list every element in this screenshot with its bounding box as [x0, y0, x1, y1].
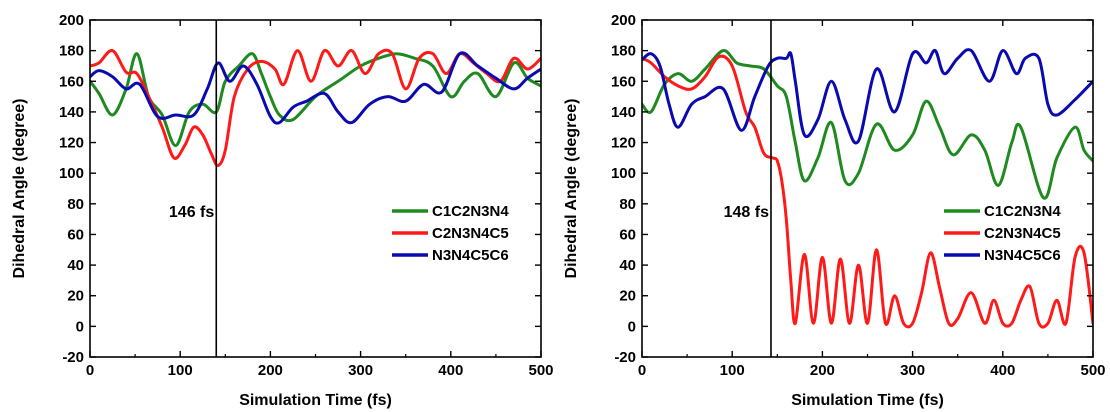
- series-line-c1c2n3n4: [90, 52, 541, 148]
- x-tick-label: 300: [900, 362, 925, 379]
- y-tick-label: 100: [59, 165, 84, 182]
- y-tick-label: -20: [614, 349, 636, 366]
- y-tick-label: 40: [67, 257, 84, 274]
- y-tick-label: 140: [59, 104, 84, 121]
- legend-label: N3N4C5C6: [984, 247, 1061, 264]
- series-line-c2n3n4c5: [642, 54, 1093, 329]
- y-tick-label: 120: [59, 135, 84, 152]
- series-line-n3n4c5c6: [642, 48, 1093, 145]
- y-tick-label: 200: [611, 12, 636, 29]
- y-tick-label: 140: [611, 104, 636, 121]
- y-tick-label: 60: [67, 226, 84, 243]
- legend-label: C2N3N4C5: [984, 225, 1061, 242]
- y-axis-title: Dihedral Angle (degree): [11, 99, 28, 279]
- y-tick-label: 80: [67, 196, 84, 213]
- annotation-label: 148 fs: [724, 204, 769, 221]
- legend-label: C1C2N3N4: [432, 203, 509, 220]
- y-tick-label: 40: [619, 257, 636, 274]
- annotation-label: 146 fs: [169, 204, 214, 221]
- x-axis-title: Simulation Time (fs): [239, 392, 392, 409]
- y-tick-label: -20: [62, 349, 84, 366]
- series-line-c1c2n3n4: [642, 49, 1093, 200]
- legend-label: C1C2N3N4: [984, 203, 1061, 220]
- y-tick-label: 160: [611, 73, 636, 90]
- x-tick-label: 500: [1080, 362, 1105, 379]
- y-tick-label: 60: [619, 226, 636, 243]
- x-tick-label: 100: [168, 362, 193, 379]
- x-tick-label: 0: [86, 362, 94, 379]
- y-tick-label: 20: [67, 288, 84, 305]
- legend-label: C2N3N4C5: [432, 225, 509, 242]
- x-tick-label: 200: [810, 362, 835, 379]
- x-tick-label: 300: [348, 362, 373, 379]
- y-axis-title: Dihedral Angle (degree): [563, 99, 580, 279]
- chart-1: 146 fs0 100 200 300 400 500-20020406080100120…: [11, 12, 554, 409]
- x-tick-label: 0: [638, 362, 646, 379]
- y-tick-label: 120: [611, 135, 636, 152]
- y-tick-label: 0: [76, 318, 84, 335]
- x-tick-label: 200: [258, 362, 283, 379]
- y-tick-label: 80: [619, 196, 636, 213]
- series-line-n3n4c5c6: [90, 51, 541, 125]
- y-tick-label: 100: [611, 165, 636, 182]
- x-axis-title: Simulation Time (fs): [791, 392, 944, 409]
- x-tick-label: 500: [528, 362, 553, 379]
- x-tick-label: 100: [720, 362, 745, 379]
- x-tick-label: 400: [990, 362, 1015, 379]
- chart-2: 148 fs0 100 200 300 400 500-20020406080100120…: [563, 12, 1106, 409]
- y-tick-label: 20: [619, 288, 636, 305]
- y-tick-label: 160: [59, 73, 84, 90]
- y-tick-label: 180: [611, 43, 636, 60]
- x-tick-label: 400: [438, 362, 463, 379]
- y-tick-label: 200: [59, 12, 84, 29]
- legend-label: N3N4C5C6: [432, 247, 509, 264]
- y-tick-label: 180: [59, 43, 84, 60]
- y-tick-label: 0: [628, 318, 636, 335]
